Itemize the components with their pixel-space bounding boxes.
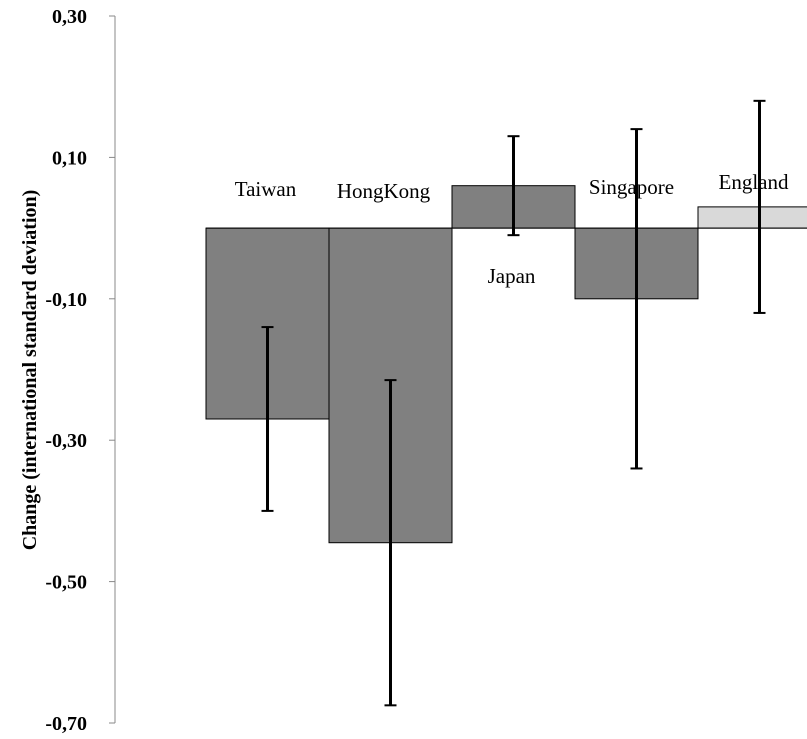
category-labels: Taiwan HongKong Japan Singapore England: [235, 170, 789, 288]
category-label-singapore: Singapore: [589, 175, 674, 199]
y-axis-label-group: Change (international standard deviation…: [19, 190, 41, 551]
y-tick-label: -0,70: [45, 713, 87, 735]
bars: [205, 185, 807, 544]
bar-england: [697, 206, 807, 229]
category-label-taiwan: Taiwan: [235, 177, 297, 201]
category-label-hongkong: HongKong: [337, 179, 431, 203]
y-tick-label: -0,10: [45, 289, 87, 311]
y-tick-label: -0,30: [45, 430, 87, 452]
error-bars: [261, 99, 766, 707]
y-axis: 0,30 0,10 -0,10 -0,30 -0,50 -0,70: [45, 6, 116, 735]
y-tick-label: 0,30: [52, 6, 87, 28]
category-label-england: England: [719, 170, 789, 194]
y-tick-label: -0,50: [45, 572, 87, 594]
y-tick-label: 0,10: [52, 147, 87, 169]
y-axis-label: Change (international standard deviation…: [19, 190, 41, 551]
category-label-japan: Japan: [488, 264, 536, 288]
